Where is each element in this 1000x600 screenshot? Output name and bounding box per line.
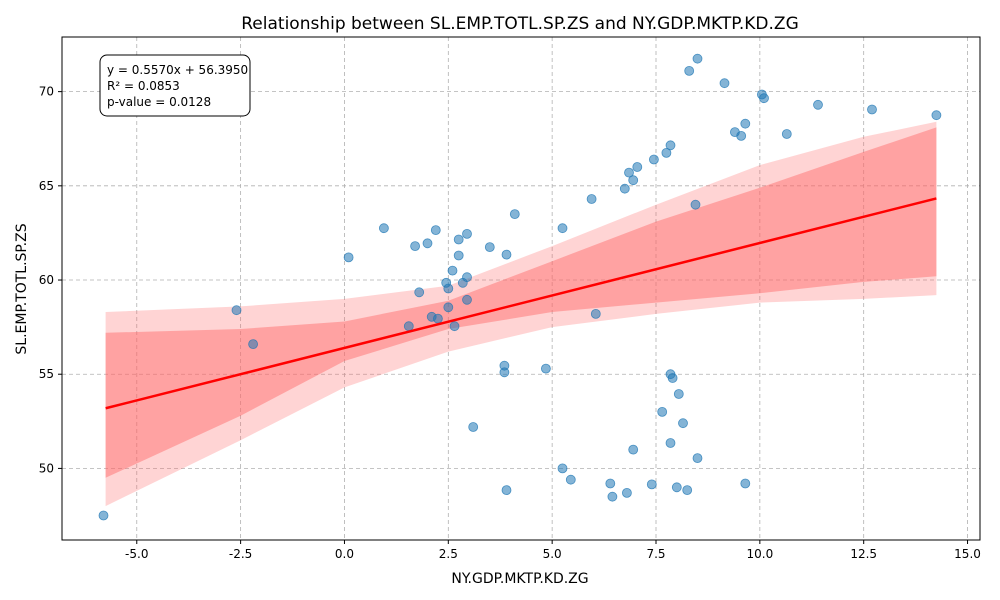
data-point: [684, 66, 695, 76]
data-point: [462, 272, 472, 283]
data-point: [541, 363, 551, 374]
x-tick-label: -5.0: [125, 547, 148, 561]
y-tick-label: 65: [39, 179, 54, 193]
data-point: [759, 93, 769, 104]
data-point: [410, 241, 421, 252]
data-point: [422, 238, 433, 249]
data-point: [649, 154, 659, 165]
x-tick-label: 10.0: [746, 547, 773, 561]
data-point: [453, 234, 464, 245]
data-point: [931, 110, 942, 121]
plot-frame: [61, 36, 981, 541]
stats-box: y = 0.5570x + 56.3950 R² = 0.0853 p-valu…: [99, 54, 251, 117]
x-axis-label: NY.GDP.MKTP.KD.ZG: [451, 571, 588, 587]
data-point: [605, 478, 616, 489]
regression-line: [105, 197, 937, 410]
y-axis-label: SL.EMP.TOTL.SP.ZS: [14, 223, 30, 354]
stats-r-squared: R² = 0.0853: [107, 79, 180, 93]
data-point: [692, 53, 703, 64]
data-point: [430, 225, 441, 236]
y-tick-label: 50: [39, 461, 54, 475]
data-point: [661, 147, 672, 158]
data-point: [736, 130, 747, 141]
data-point: [499, 360, 510, 371]
y-tick-label: 70: [39, 85, 54, 99]
data-point: [509, 209, 520, 220]
chart-title: Relationship between SL.EMP.TOTL.SP.ZS a…: [241, 14, 799, 34]
y-tick-label: 60: [39, 273, 54, 287]
confidence-band-outer: [105, 121, 937, 507]
data-point: [740, 478, 751, 489]
data-point: [813, 99, 823, 110]
data-point: [447, 265, 458, 276]
stats-box-frame: [99, 54, 251, 117]
data-point: [501, 249, 512, 260]
data-point: [453, 250, 464, 261]
data-point: [98, 510, 109, 521]
data-point: [378, 223, 389, 234]
x-tick-label: 15.0: [954, 547, 981, 561]
x-tick-label: 5.0: [543, 547, 562, 561]
data-point: [781, 129, 792, 139]
stats-equation: y = 0.5570x + 56.3950: [107, 63, 248, 77]
data-point: [632, 162, 643, 172]
x-tick-label: -2.5: [229, 547, 252, 561]
data-point: [590, 308, 601, 319]
data-point: [432, 313, 443, 324]
x-tick-label: 2.5: [439, 547, 458, 561]
data-point: [468, 422, 479, 432]
x-tick-label: 0.0: [335, 547, 354, 561]
stats-p-value: p-value = 0.0128: [107, 95, 211, 109]
data-point: [443, 283, 454, 294]
data-point: [665, 438, 676, 448]
data-point: [673, 389, 684, 399]
data-point: [565, 474, 576, 485]
data-point: [607, 491, 618, 502]
data-point: [690, 199, 701, 210]
data-point: [692, 453, 703, 464]
data-point: [619, 183, 630, 194]
data-point: [557, 223, 568, 234]
data-point: [484, 242, 495, 253]
data-point: [682, 485, 693, 496]
data-point: [667, 373, 678, 383]
x-axis-ticks: -5.0 -2.5 0.0 2.5 5.0 7.5 10.0 12.5 15.0: [125, 540, 981, 561]
data-point: [501, 485, 512, 496]
data-point: [665, 140, 676, 151]
y-tick-label: 55: [39, 367, 54, 381]
data-point: [449, 321, 460, 332]
data-point: [624, 167, 634, 178]
data-point: [443, 302, 454, 313]
data-point: [867, 104, 877, 115]
data-point: [462, 228, 472, 239]
y-axis-ticks: 50 55 60 65 70: [39, 85, 62, 475]
x-tick-label: 7.5: [646, 547, 665, 561]
x-tick-label: 12.5: [850, 547, 877, 561]
data-point: [622, 487, 632, 498]
data-point: [586, 194, 597, 204]
data-point: [403, 321, 414, 332]
data-point: [740, 118, 751, 129]
regression-line-group: [105, 197, 937, 410]
data-point: [628, 444, 639, 455]
data-point: [414, 287, 425, 298]
data-point: [719, 78, 730, 89]
data-point: [671, 482, 682, 493]
data-points: [98, 53, 942, 521]
data-point: [557, 463, 568, 474]
data-point: [646, 479, 657, 490]
data-point: [657, 406, 668, 417]
data-point: [462, 294, 472, 305]
data-point: [248, 339, 259, 350]
data-point: [343, 252, 354, 263]
grid: [62, 37, 980, 540]
data-point: [678, 418, 688, 429]
data-point: [628, 175, 639, 186]
data-point: [231, 305, 242, 316]
